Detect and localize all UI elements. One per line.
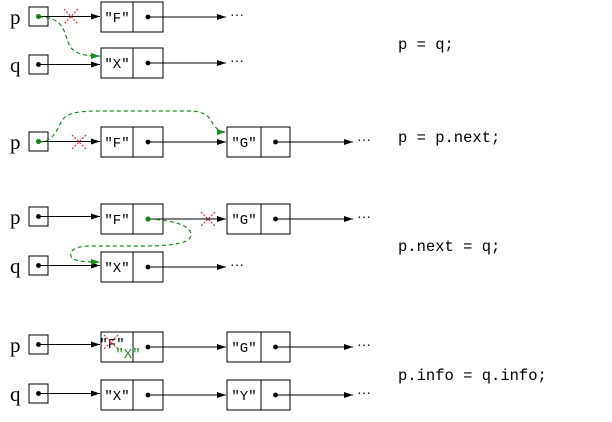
new-info-value: "X" [115,347,140,363]
node-f-value: "F" [104,11,129,27]
var-q-label: q [10,382,21,406]
node-x-value: "X" [104,389,129,405]
step-1-code: p = q; [398,36,454,54]
continuation-dots: ··· [357,387,371,402]
step-3: p q "F" "G" ··· "X" ··· p.next = q; [10,203,500,283]
continuation-dots: ··· [357,134,371,149]
continuation-dots: ··· [357,339,371,354]
var-q-label: q [10,254,21,278]
node-x-info [100,47,134,79]
var-p-label: p [10,5,21,29]
var-p-label: p [10,205,21,229]
new-p-arrow [38,16,101,59]
continuation-dots: ··· [230,9,244,24]
node-g-value: "G" [231,341,256,357]
step-4: p q "F" "X" "G" ··· "X" "Y" ··· [10,331,547,411]
var-p-label: p [10,333,21,357]
step-4-code: p.info = q.info; [398,367,547,385]
continuation-dots: ··· [230,259,244,274]
node-g-info [226,126,262,158]
node-x-info [100,251,134,283]
node-x-info [100,379,134,411]
step-2-code: p = p.next; [398,129,500,147]
step-1: p q "F" ··· "X" ··· p = q; [10,1,454,79]
var-p-label: p [10,130,21,154]
old-info-value: "F" [99,337,124,353]
node-f-value: "F" [104,136,129,152]
continuation-dots: ··· [230,55,244,70]
node-y-value: "Y" [231,389,256,405]
new-next-arrow [70,218,192,265]
node-g-info [226,203,262,235]
step-3-code: p.next = q; [398,238,500,256]
continuation-dots: ··· [357,211,371,226]
node-f-value: "F" [104,213,129,229]
new-p-arrow [38,110,227,143]
node-x-value: "X" [104,57,129,73]
node-f-info [100,203,134,235]
var-q-label: q [10,53,21,77]
node-g-value: "G" [231,136,256,152]
step-2: p "F" "G" ··· p = p.next; [10,110,500,158]
node-g-value: "G" [231,213,256,229]
node-x-value: "X" [104,261,129,277]
node-g-info [226,331,262,363]
